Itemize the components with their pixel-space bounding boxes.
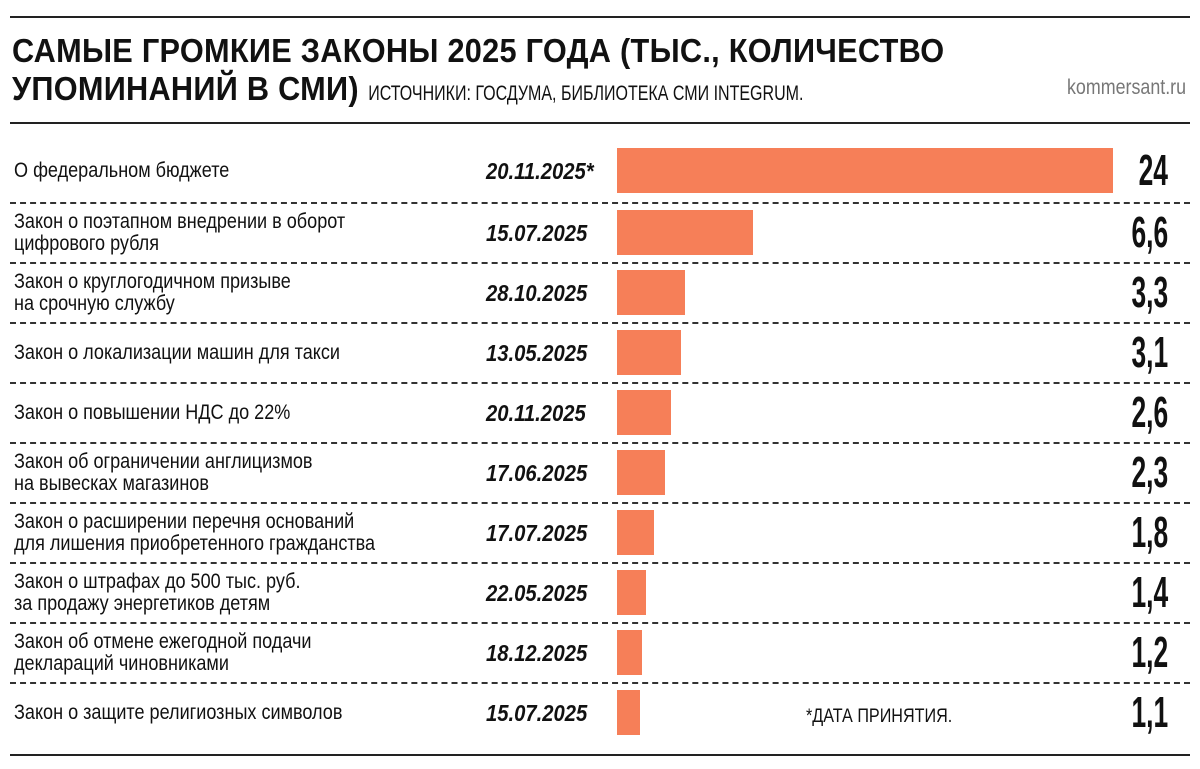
data-label: 1,1 [1131, 688, 1168, 737]
row-label-line: Закон о поэтапном внедрении в оборот [14, 210, 346, 233]
site-credit: kommersant.ru [1066, 76, 1186, 99]
row-label-line: Закон об ограничении англицизмов [14, 450, 313, 473]
row-date: 17.06.2025 [486, 459, 588, 486]
data-label: 24 [1138, 146, 1168, 195]
bar [617, 690, 640, 735]
bar [617, 450, 665, 495]
data-label: 1,8 [1131, 508, 1168, 557]
chart-row: Закон о локализации машин для такси 13.05… [10, 322, 1190, 382]
bar [617, 210, 754, 255]
bar [617, 510, 655, 555]
row-label: Закон о расширении перечня оснований для … [14, 504, 375, 562]
chart-row: Закон о защите религиозных символов 15.07… [10, 682, 1190, 742]
row-label: Закон о повышении НДС до 22% [14, 384, 290, 442]
bar [617, 330, 682, 375]
row-label-line: Закон о расширении перечня оснований [14, 510, 355, 533]
row-date: 15.07.2025 [486, 219, 588, 246]
row-label-line: на вывесках магазинов [14, 472, 209, 495]
bar [617, 148, 1113, 193]
data-label: 2,3 [1131, 448, 1168, 497]
data-label: 1,2 [1131, 628, 1168, 677]
bar [617, 270, 686, 315]
row-label-line: Закон об отмене ежегодной подачи [14, 630, 312, 653]
data-label: 6,6 [1131, 208, 1168, 257]
header-rule [10, 122, 1190, 124]
row-date: 28.10.2025 [486, 279, 588, 306]
row-date: 22.05.2025 [486, 579, 588, 606]
chart-row: Закон об отмене ежегодной подачи декларац… [10, 622, 1190, 682]
row-label-line: Закон о круглогодичном призыве [14, 270, 291, 293]
row-date: 17.07.2025 [486, 519, 588, 546]
row-date: 13.05.2025 [486, 339, 588, 366]
bar [617, 630, 642, 675]
row-label: Закон об ограничении англицизмов на вывес… [14, 444, 313, 502]
row-label-line: О федеральном бюджете [14, 159, 230, 182]
row-label: Закон о круглогодичном призыве на срочную… [14, 264, 291, 322]
chart-row: Закон о поэтапном внедрении в оборот цифр… [10, 202, 1190, 262]
data-label: 3,3 [1131, 268, 1168, 317]
row-label: Закон о локализации машин для такси [14, 324, 340, 382]
chart-row: О федеральном бюджете 20.11.2025* 24 [10, 142, 1190, 202]
chart-row: Закон о круглогодичном призыве на срочную… [10, 262, 1190, 322]
row-label-line: Закон о повышении НДС до 22% [14, 401, 291, 424]
row-label-line: деклараций чиновниками [14, 652, 229, 675]
row-label-line: за продажу энергетиков детям [14, 592, 271, 615]
row-label: Закон об отмене ежегодной подачи декларац… [14, 624, 311, 682]
row-label: О федеральном бюджете [14, 142, 229, 200]
row-date: 20.11.2025* [486, 157, 594, 184]
chart-title-line2: УПОМИНАНИЙ В СМИ) ИСТОЧНИКИ: ГОСДУМА, БИБ… [12, 70, 899, 108]
row-date: 20.11.2025 [486, 399, 586, 426]
row-label-line: Закон о локализации машин для такси [14, 341, 341, 364]
chart-row: Закон о расширении перечня оснований для … [10, 502, 1190, 562]
data-label: 2,6 [1131, 388, 1168, 437]
bar [617, 390, 671, 435]
chart-row: Закон о повышении НДС до 22% 20.11.2025 2,… [10, 382, 1190, 442]
bottom-rule [10, 754, 1190, 756]
chart-row: Закон об ограничении англицизмов на вывес… [10, 442, 1190, 502]
title-line2-text: УПОМИНАНИЙ В СМИ) [12, 70, 359, 107]
row-date: 15.07.2025 [486, 699, 588, 726]
row-date: 18.12.2025 [486, 639, 588, 666]
row-label: Закон о штрафах до 500 тыс. руб. за прода… [14, 564, 300, 622]
top-rule [10, 16, 1190, 18]
bar [617, 570, 646, 615]
data-label: 1,4 [1131, 568, 1168, 617]
footnote: *ДАТА ПРИНЯТИЯ. [806, 706, 953, 727]
data-label: 3,1 [1131, 328, 1168, 377]
row-label: Закон о поэтапном внедрении в оборот цифр… [14, 204, 345, 262]
source-note: ИСТОЧНИКИ: ГОСДУМА, БИБЛИОТЕКА СМИ INTEG… [368, 82, 804, 105]
row-label-line: цифрового рубля [14, 232, 160, 255]
row-label-line: Закон о штрафах до 500 тыс. руб. [14, 570, 301, 593]
row-label-line: Закон о защите религиозных символов [14, 701, 343, 724]
row-label-line: на срочную службу [14, 292, 175, 315]
chart-row: Закон о штрафах до 500 тыс. руб. за прода… [10, 562, 1190, 622]
row-label-line: для лишения приобретенного гражданства [14, 532, 376, 555]
row-label: Закон о защите религиозных символов [14, 684, 342, 742]
chart-title-line1: САМЫЕ ГРОМКИЕ ЗАКОНЫ 2025 ГОДА (ТЫС., КО… [12, 32, 945, 69]
